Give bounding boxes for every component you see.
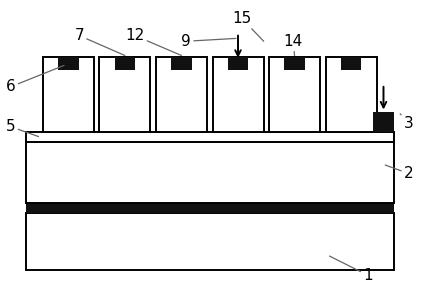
- Text: 12: 12: [125, 28, 181, 56]
- Bar: [115, 57, 135, 70]
- Bar: [26, 203, 394, 213]
- Bar: [99, 57, 150, 132]
- Bar: [156, 57, 207, 132]
- Text: 7: 7: [74, 28, 125, 56]
- Text: 3: 3: [400, 114, 413, 131]
- Bar: [326, 57, 377, 132]
- Bar: [228, 57, 248, 70]
- Text: 9: 9: [181, 34, 236, 49]
- Bar: [269, 57, 320, 132]
- Text: 5: 5: [6, 119, 39, 137]
- Bar: [26, 132, 394, 142]
- Bar: [373, 112, 394, 132]
- Bar: [341, 57, 361, 70]
- Bar: [26, 142, 394, 203]
- Text: 14: 14: [284, 34, 303, 56]
- Text: 15: 15: [232, 11, 264, 41]
- Text: 2: 2: [385, 165, 413, 181]
- Bar: [43, 57, 94, 132]
- Bar: [171, 57, 192, 70]
- Text: 6: 6: [6, 66, 64, 94]
- Bar: [212, 57, 264, 132]
- Bar: [26, 213, 394, 270]
- Text: 1: 1: [330, 256, 373, 283]
- Bar: [284, 57, 305, 70]
- Bar: [58, 57, 78, 70]
